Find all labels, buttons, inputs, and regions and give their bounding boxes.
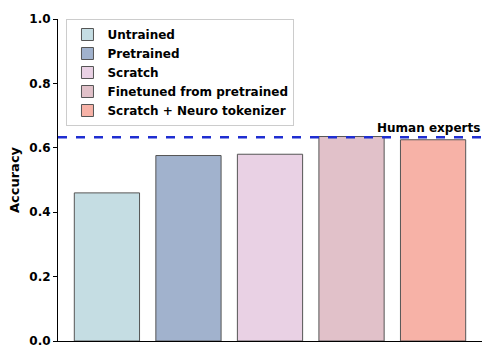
svg-text:Finetuned from pretrained: Finetuned from pretrained xyxy=(107,85,288,99)
svg-text:Scratch: Scratch xyxy=(107,66,158,80)
svg-text:1.0: 1.0 xyxy=(29,12,50,26)
svg-text:Accuracy: Accuracy xyxy=(7,146,22,213)
svg-text:0.0: 0.0 xyxy=(29,334,50,348)
svg-text:0.6: 0.6 xyxy=(29,141,50,155)
svg-text:0.2: 0.2 xyxy=(29,270,50,284)
svg-text:Untrained: Untrained xyxy=(107,28,174,42)
svg-text:0.8: 0.8 xyxy=(29,77,50,91)
svg-text:0.4: 0.4 xyxy=(29,205,50,219)
svg-text:Human experts: Human experts xyxy=(377,121,480,135)
svg-text:Pretrained: Pretrained xyxy=(107,47,179,61)
svg-text:Scratch + Neuro tokenizer: Scratch + Neuro tokenizer xyxy=(107,104,285,118)
